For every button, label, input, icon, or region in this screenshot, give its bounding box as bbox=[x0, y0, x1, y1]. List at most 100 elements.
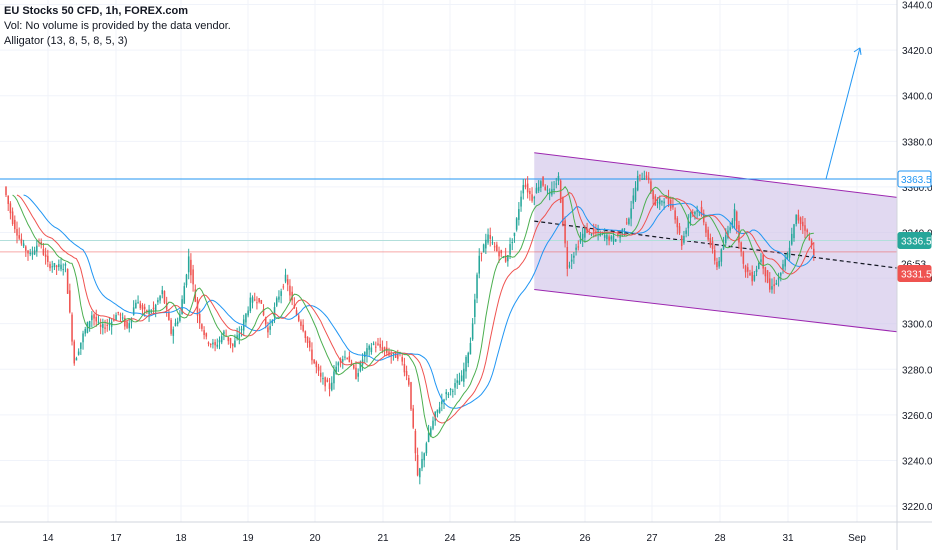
price-label-text: 3336.5 bbox=[901, 236, 932, 247]
candle-body bbox=[353, 364, 355, 369]
candle-body bbox=[5, 186, 7, 196]
candle-body bbox=[278, 296, 280, 300]
candle-body bbox=[179, 314, 181, 321]
candle-body bbox=[588, 228, 591, 230]
candle bbox=[344, 350, 346, 361]
candle bbox=[441, 393, 443, 412]
candle bbox=[531, 187, 533, 203]
legend-title[interactable]: EU Stocks 50 CFD, 1h, FOREX.com bbox=[4, 5, 188, 17]
candle-body bbox=[742, 252, 745, 264]
candle-body bbox=[392, 352, 395, 354]
candle-body bbox=[544, 186, 547, 191]
candle bbox=[117, 311, 120, 316]
candle bbox=[187, 248, 190, 280]
candle-body bbox=[372, 343, 375, 345]
candle bbox=[634, 181, 637, 202]
candle bbox=[220, 332, 223, 345]
candle bbox=[11, 207, 14, 226]
candle bbox=[62, 263, 64, 276]
price-tick-label: 3440.0 bbox=[902, 1, 932, 12]
candle bbox=[478, 248, 481, 279]
candle bbox=[795, 214, 797, 227]
candle bbox=[419, 467, 421, 485]
candle-body bbox=[69, 290, 71, 313]
candle bbox=[740, 241, 742, 257]
candle bbox=[401, 352, 403, 366]
price-tick-label: 3420.0 bbox=[902, 46, 932, 57]
candle bbox=[537, 180, 540, 193]
candle bbox=[69, 283, 71, 314]
candle bbox=[7, 195, 9, 211]
candle-body bbox=[760, 259, 762, 262]
candle bbox=[683, 230, 685, 245]
candle bbox=[799, 216, 802, 231]
candle-body bbox=[507, 255, 509, 262]
candle-body bbox=[788, 247, 791, 258]
time-tick-label: 28 bbox=[714, 533, 726, 544]
candle bbox=[141, 303, 144, 315]
channel-fill bbox=[534, 152, 897, 332]
candle bbox=[421, 451, 423, 472]
candle bbox=[540, 180, 542, 193]
price-label[interactable]: 3331.5 bbox=[897, 265, 932, 283]
candle-body bbox=[639, 174, 641, 176]
candle-body bbox=[313, 359, 315, 364]
candle-body bbox=[707, 229, 709, 240]
candle-body bbox=[586, 228, 588, 234]
candle bbox=[218, 336, 221, 350]
candle-body bbox=[696, 210, 698, 212]
candle bbox=[674, 207, 676, 224]
candle bbox=[58, 259, 60, 271]
candle bbox=[161, 285, 164, 299]
candle-body bbox=[652, 190, 654, 200]
price-label[interactable]: 3336.5 bbox=[897, 231, 932, 249]
candle-body bbox=[335, 366, 337, 375]
candle-body bbox=[456, 380, 458, 383]
candle-body bbox=[438, 407, 441, 413]
candle-body bbox=[390, 353, 392, 357]
candle-body bbox=[441, 401, 443, 405]
candle bbox=[476, 272, 478, 304]
candle bbox=[632, 188, 635, 210]
candle bbox=[302, 319, 304, 333]
candle bbox=[205, 332, 208, 340]
candle bbox=[44, 247, 47, 265]
candle-body bbox=[377, 343, 379, 345]
candle-body bbox=[656, 202, 659, 204]
candle-body bbox=[22, 243, 25, 247]
candle bbox=[474, 293, 476, 325]
candle-body bbox=[256, 302, 258, 304]
candle-body bbox=[172, 329, 175, 336]
candle-body bbox=[62, 269, 64, 271]
candle bbox=[445, 389, 447, 401]
candle bbox=[733, 203, 736, 229]
candle bbox=[392, 352, 395, 361]
candle bbox=[678, 222, 681, 236]
candle bbox=[370, 342, 373, 355]
candle-body bbox=[49, 264, 51, 269]
candle-body bbox=[489, 234, 492, 239]
candle-body bbox=[509, 244, 511, 255]
price-tick-label: 3240.0 bbox=[902, 456, 932, 467]
candle-body bbox=[163, 291, 166, 303]
candle bbox=[397, 349, 399, 362]
price-label[interactable]: 3363.5 bbox=[897, 170, 932, 188]
candle bbox=[247, 306, 249, 318]
candle bbox=[311, 342, 313, 365]
candle bbox=[643, 170, 646, 180]
candle-body bbox=[126, 321, 128, 328]
price-label-text: 3363.5 bbox=[901, 175, 932, 186]
candle-body bbox=[766, 270, 769, 283]
candle-body bbox=[209, 344, 212, 346]
candle-body bbox=[672, 204, 674, 208]
candle-body bbox=[132, 307, 135, 315]
candle-body bbox=[727, 230, 729, 238]
candle bbox=[80, 342, 82, 355]
legend-indicator[interactable]: Alligator (13, 8, 5, 8, 5, 3) bbox=[4, 35, 128, 47]
candle bbox=[568, 261, 571, 269]
candle-body bbox=[317, 366, 320, 371]
candle bbox=[764, 266, 767, 283]
candle-body bbox=[16, 229, 18, 236]
time-tick-label: Sep bbox=[848, 533, 866, 544]
